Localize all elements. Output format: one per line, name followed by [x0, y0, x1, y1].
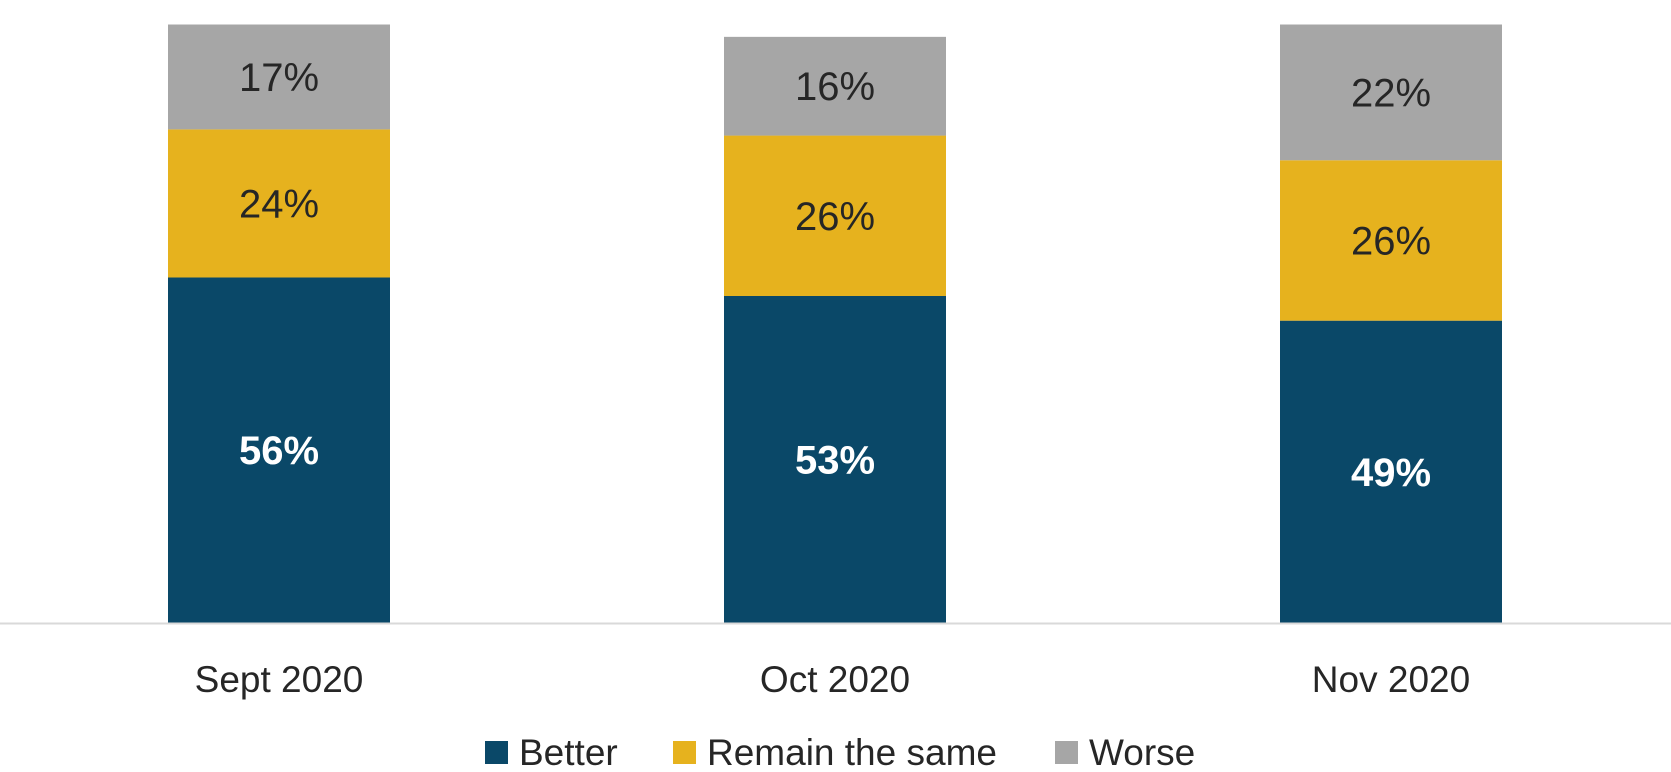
bar-segment-better-sept-2020: [168, 277, 390, 623]
bar-segment-remain-the-same-nov-2020: [1280, 160, 1502, 321]
bar-segment-better-nov-2020: [1280, 320, 1502, 623]
legend-swatch-worse: [1055, 741, 1078, 764]
bar-segment-better-oct-2020: [724, 295, 946, 623]
x-tick-label-sept-2020: Sept 2020: [195, 659, 364, 700]
x-tick-label-oct-2020: Oct 2020: [760, 659, 910, 700]
data-label-worse-oct-2020: 16%: [795, 65, 875, 109]
data-label-remain-the-same-nov-2020: 26%: [1351, 219, 1431, 263]
legend-swatch-better: [485, 741, 508, 764]
legend-label-remain-the-same: Remain the same: [707, 732, 997, 772]
bars-group: 56% 24% 17% 53% 26% 16% 49% 26% 22%: [168, 24, 1502, 623]
data-label-better-nov-2020: 49%: [1351, 451, 1431, 495]
data-label-better-sept-2020: 56%: [239, 429, 319, 473]
legend-label-worse: Worse: [1089, 732, 1195, 772]
category-labels: Sept 2020 Oct 2020 Nov 2020: [195, 659, 1471, 700]
bar-segment-worse-sept-2020: [168, 24, 390, 130]
data-label-remain-the-same-oct-2020: 26%: [795, 195, 875, 239]
data-label-worse-nov-2020: 22%: [1351, 71, 1431, 115]
legend: Better Remain the same Worse: [485, 732, 1195, 772]
data-label-remain-the-same-sept-2020: 24%: [239, 182, 319, 226]
bar-segment-worse-oct-2020: [724, 36, 946, 136]
bar-segment-worse-nov-2020: [1280, 24, 1502, 161]
data-label-worse-sept-2020: 17%: [239, 56, 319, 100]
bar-segment-remain-the-same-oct-2020: [724, 135, 946, 296]
legend-swatch-remain-the-same: [673, 741, 696, 764]
bar-segment-remain-the-same-sept-2020: [168, 129, 390, 278]
x-tick-label-nov-2020: Nov 2020: [1312, 659, 1470, 700]
data-label-better-oct-2020: 53%: [795, 438, 875, 482]
legend-label-better: Better: [519, 732, 618, 772]
